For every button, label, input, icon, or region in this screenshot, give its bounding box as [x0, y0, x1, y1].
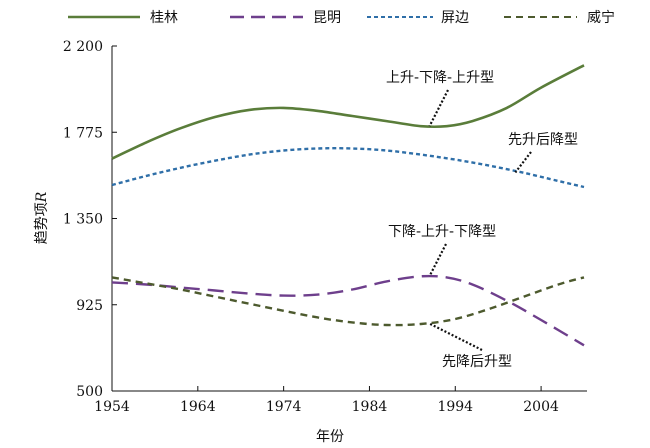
x-tick-label: 2004: [523, 399, 559, 415]
series-line-kunming: [111, 274, 585, 347]
legend-label-kunming: 昆明: [313, 10, 341, 26]
y-tick-label: 1 350: [63, 212, 103, 228]
x-tick-label: 1984: [352, 399, 388, 415]
legend-label-pingbian: 屏边: [441, 10, 469, 26]
x-tick-label: 1964: [180, 399, 216, 415]
y-tick-label: 925: [76, 298, 103, 314]
y-axis-title-text: 趋势项: [34, 202, 50, 244]
x-tick-label: 1974: [266, 399, 302, 415]
annotation-down-then-up: 先降后升型: [442, 354, 512, 370]
series-line-guilin: [111, 64, 585, 160]
annotation-up-down-up: 上升-下降-上升型: [386, 70, 494, 86]
annotation-down-up-down: 下降-上升-下降型: [388, 224, 496, 240]
y-tick-label: 2 200: [63, 39, 103, 55]
series-layer: [111, 64, 585, 347]
series-line-weining: [111, 276, 585, 327]
annotation-leader: [514, 151, 532, 174]
legend-item-kunming: 昆明: [230, 10, 341, 26]
annotation-leader: [428, 89, 449, 127]
y-ticks: 500 925 1 350 1 775 2 200: [63, 39, 117, 400]
legend-item-guilin: 桂林: [68, 10, 178, 26]
svg-text:趋势项R: 趋势项R: [34, 191, 50, 244]
y-axis-title-var: R: [34, 191, 50, 203]
legend: 桂林 昆明 屏边 威宁: [68, 9, 615, 26]
y-axis-title: 趋势项R: [34, 191, 50, 244]
legend-label-guilin: 桂林: [150, 10, 178, 26]
annotation-up-then-down: 先升后降型: [508, 132, 578, 148]
x-tick-label: 1994: [437, 399, 473, 415]
legend-label-weining: 威宁: [587, 9, 615, 26]
x-axis-title: 年份: [316, 429, 344, 445]
series-line-pingbian: [111, 147, 585, 189]
annotations: 上升-下降-上升型 先升后降型 下降-上升-下降型 先降后升型: [386, 70, 578, 370]
y-tick-label: 1 775: [63, 125, 103, 141]
annotation-leader: [428, 243, 447, 277]
x-tick-label: 1954: [94, 399, 130, 415]
legend-item-pingbian: 屏边: [367, 10, 469, 26]
y-tick-label: 500: [76, 384, 103, 400]
x-ticks: 1954 1964 1974 1984 1994 2004: [94, 386, 559, 415]
annotation-leader: [429, 322, 483, 351]
legend-item-weining: 威宁: [504, 9, 615, 26]
